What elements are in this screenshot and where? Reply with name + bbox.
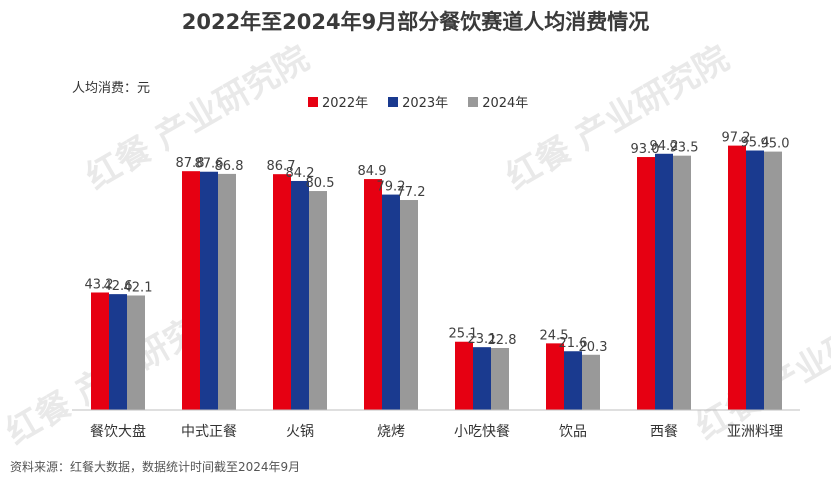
source-note: 资料来源：红餐大数据，数据统计时间截至2024年9月 (10, 460, 301, 474)
bar-1-1 (200, 171, 218, 410)
bar-4-0 (455, 341, 473, 410)
x-tick-label-1: 中式正餐 (181, 424, 237, 440)
legend-item-2022: 2022年 (308, 92, 368, 111)
legend-label-2024: 2024年 (482, 96, 529, 111)
data-label-7-2: 95.0 (761, 137, 790, 152)
data-label-7-1: 95.4 (741, 136, 770, 151)
data-label-1-2: 86.8 (215, 159, 244, 174)
data-label-0-0: 43.2 (85, 277, 114, 292)
bar-7-2 (764, 151, 782, 410)
bar-4-2 (491, 347, 509, 410)
x-tick-label-4: 小吃快餐 (454, 424, 510, 440)
bar-1-2 (218, 173, 236, 410)
x-tick-label-5: 饮品 (559, 424, 587, 440)
bar-2-0 (273, 174, 291, 410)
legend-item-2024: 2024年 (468, 92, 528, 111)
bar-5-2 (582, 354, 600, 410)
data-label-1-0: 87.8 (176, 156, 205, 171)
bar-4-1 (473, 347, 491, 410)
bar-7-0 (728, 145, 746, 410)
data-label-6-1: 94.2 (650, 139, 679, 154)
legend-label-2022: 2022年 (322, 96, 369, 111)
data-label-3-2: 77.2 (397, 185, 426, 200)
bar-5-1 (564, 351, 582, 410)
unit-label: 人均消费：元 (72, 81, 151, 96)
data-label-5-0: 24.5 (540, 328, 569, 343)
legend-swatch-2022 (308, 96, 318, 107)
bars-layer: 43.242.642.1 87.887.686.8 86.784.280.5 84.9… (85, 131, 790, 410)
data-label-3-0: 84.9 (358, 164, 387, 179)
x-axis-labels: 餐饮大盘 中式正餐 火锅 烧烤 小吃快餐 饮品 西餐 亚洲料理 (90, 423, 783, 440)
data-label-4-0: 25.1 (449, 327, 478, 342)
bar-2-2 (309, 191, 327, 410)
data-label-4-1: 23.1 (468, 332, 497, 347)
x-tick-label-0: 餐饮大盘 (90, 423, 146, 440)
bar-3-2 (400, 200, 418, 410)
data-label-4-2: 22.8 (488, 333, 517, 348)
x-tick-label-7: 亚洲料理 (727, 424, 783, 440)
data-label-5-2: 20.3 (579, 340, 608, 355)
legend-item-2023: 2023年 (388, 92, 448, 111)
bar-2-1 (291, 180, 309, 410)
data-label-2-0: 86.7 (267, 159, 296, 174)
bar-0-2 (127, 295, 145, 410)
data-label-1-1: 87.6 (195, 157, 224, 172)
data-label-7-0: 97.2 (722, 131, 751, 146)
x-tick-label-6: 西餐 (650, 424, 678, 440)
data-label-6-2: 93.5 (670, 141, 699, 156)
data-label-2-1: 84.2 (286, 166, 315, 181)
bar-6-0 (637, 157, 655, 410)
watermark-2: 红餐 产业研究院 (500, 38, 736, 198)
bar-0-1 (109, 294, 127, 410)
bar-3-0 (364, 179, 382, 410)
chart-title: 2022年至2024年9月部分餐饮赛道人均消费情况 (181, 10, 650, 34)
data-label-0-1: 42.6 (104, 279, 133, 294)
legend-swatch-2023 (388, 96, 399, 107)
data-label-0-2: 42.1 (124, 280, 153, 295)
data-label-5-1: 21.6 (559, 336, 588, 351)
data-label-2-2: 80.5 (306, 176, 335, 191)
data-label-6-0: 93.0 (631, 142, 660, 157)
legend: 2022年 2023年 2024年 (308, 92, 528, 111)
bar-1-0 (182, 171, 200, 410)
data-label-3-1: 79.2 (377, 180, 406, 195)
bar-7-1 (746, 150, 764, 410)
x-tick-label-2: 火锅 (286, 424, 314, 440)
bar-5-0 (546, 343, 564, 410)
bar-6-1 (655, 153, 673, 410)
legend-label-2023: 2023年 (402, 96, 449, 111)
bar-3-1 (382, 194, 400, 410)
legend-swatch-2024 (468, 96, 479, 107)
x-tick-label-3: 烧烤 (377, 424, 405, 440)
bar-0-0 (91, 292, 109, 410)
bar-6-2 (673, 155, 691, 410)
